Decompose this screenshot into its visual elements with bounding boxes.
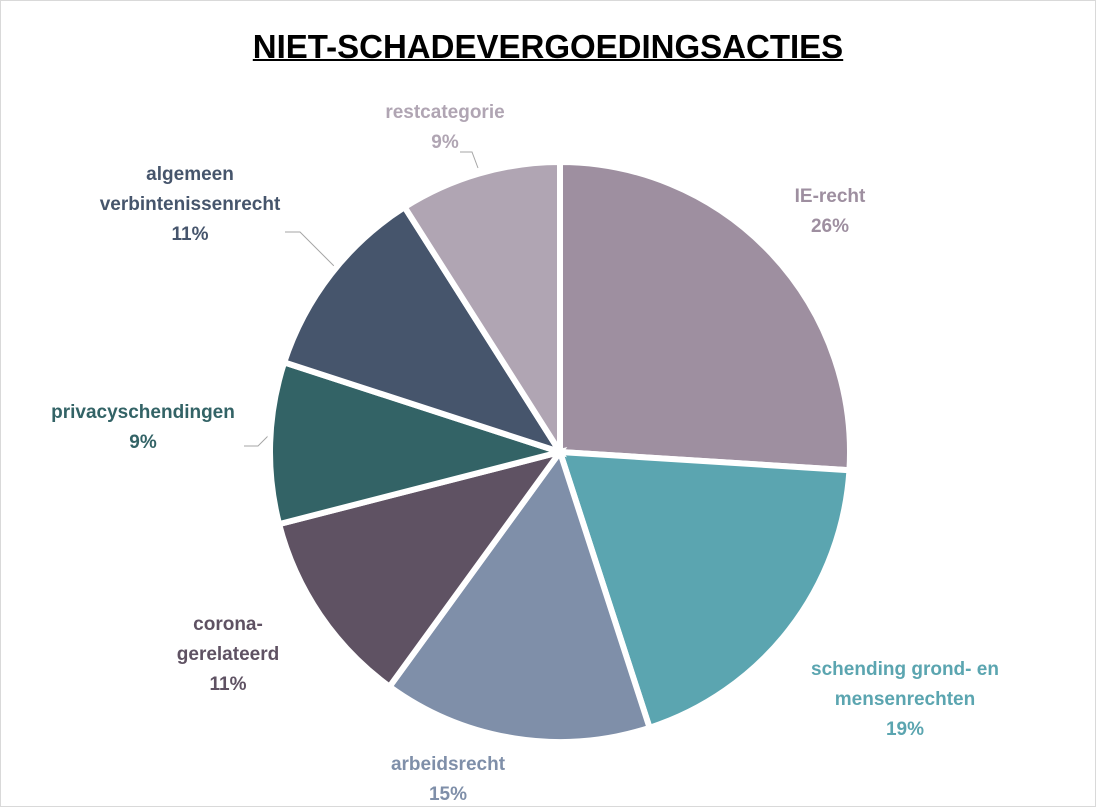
value-label: 9% bbox=[431, 132, 459, 153]
value-label: 11% bbox=[209, 674, 247, 695]
data-label: arbeidsrecht 15% bbox=[348, 750, 548, 810]
pie-slice bbox=[267, 358, 571, 528]
category-label: arbeidsrecht bbox=[390, 754, 506, 775]
pie-slice bbox=[555, 448, 853, 732]
chart-title: NIET-SCHADEVERGOEDINGSACTIES bbox=[252, 28, 844, 65]
data-label: corona-gerelateerd 11% bbox=[153, 610, 303, 700]
pie-slice bbox=[557, 158, 853, 474]
data-label: restcategorie 9% bbox=[345, 98, 545, 158]
data-label: schending grond- en mensenrechten 19% bbox=[805, 655, 1005, 745]
pie-slice bbox=[400, 158, 563, 463]
leader-line bbox=[460, 151, 479, 169]
value-label: 11% bbox=[171, 224, 209, 245]
data-label: privacyschendingen 9% bbox=[23, 398, 263, 458]
category-label: algemeen verbintenissenrecht bbox=[99, 164, 281, 215]
pie-slice bbox=[385, 445, 654, 745]
value-label: 15% bbox=[428, 784, 468, 805]
category-label: corona-gerelateerd bbox=[176, 614, 280, 665]
category-label: restcategorie bbox=[385, 102, 505, 123]
category-label: privacyschendingen bbox=[51, 402, 235, 423]
pie-slice bbox=[280, 203, 567, 458]
value-label: 26% bbox=[810, 216, 850, 237]
leader-line bbox=[285, 231, 337, 269]
category-label: schending grond- en mensenrechten bbox=[811, 659, 999, 710]
value-label: 9% bbox=[129, 432, 157, 453]
category-label: IE-recht bbox=[794, 186, 866, 207]
data-label: IE-recht 26% bbox=[750, 182, 910, 242]
data-label: algemeen verbintenissenrecht 11% bbox=[80, 160, 300, 250]
value-label: 19% bbox=[885, 719, 925, 740]
pie-slice bbox=[275, 447, 568, 691]
